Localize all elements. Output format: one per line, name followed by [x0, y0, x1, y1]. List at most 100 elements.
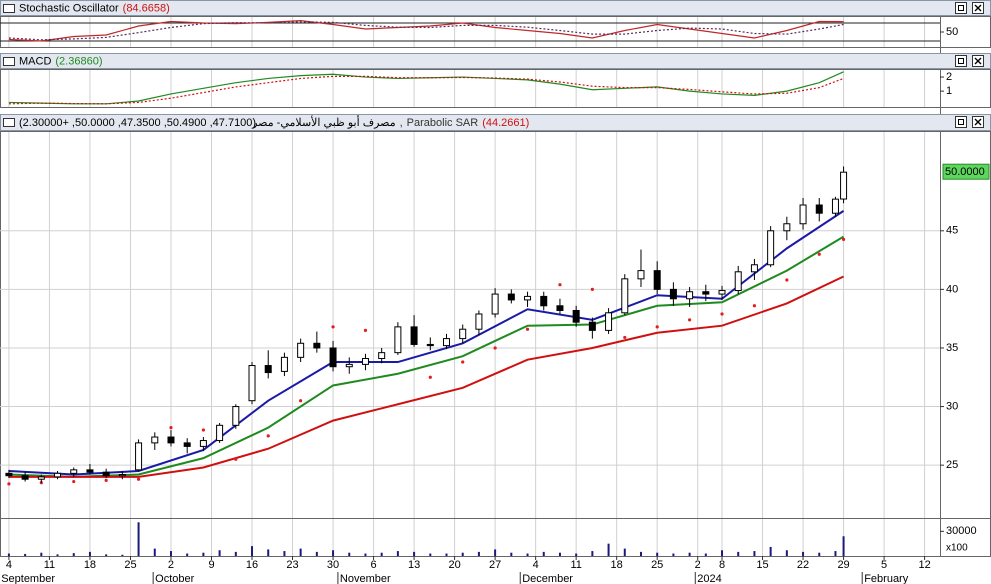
x-tick-label: 29 [837, 559, 849, 571]
sar-dot [493, 346, 497, 350]
volume-bar [88, 551, 91, 556]
sar-dot [525, 327, 530, 331]
title: MACD [19, 55, 51, 67]
volume-bar [834, 551, 837, 556]
candle-body [702, 291, 710, 295]
x-tick-label: 25 [124, 559, 136, 571]
candle-body [232, 406, 240, 426]
candle-body [361, 358, 369, 365]
candle-body [815, 204, 823, 214]
restore-button[interactable] [955, 2, 967, 14]
sar-dot [785, 278, 789, 282]
volume-bar [639, 551, 642, 556]
panel-icon[interactable] [3, 57, 15, 66]
series-line [8, 21, 844, 41]
volume-bar [737, 551, 740, 556]
candle-body [297, 342, 305, 358]
month-label: September [1, 573, 55, 584]
y-tick-label: 45 [946, 225, 958, 237]
volume-bar [753, 551, 756, 556]
volume-bar [510, 552, 513, 556]
restore-button[interactable] [955, 116, 967, 128]
volume-bar [704, 553, 707, 556]
volume-bar [769, 546, 772, 556]
x-tick-label: 15 [756, 559, 768, 571]
volume-bar [72, 553, 75, 556]
candle-body [216, 424, 224, 442]
last-price-label: 50.0000 [945, 166, 985, 178]
volume-bar [413, 551, 416, 556]
x-tick-label: 22 [797, 559, 809, 571]
x-tick-label: 4 [533, 559, 539, 571]
sar-dot [688, 318, 692, 322]
candle-body [183, 442, 191, 447]
candle-body [21, 475, 29, 480]
month-label: October [155, 573, 194, 584]
candle-body [572, 309, 580, 323]
volume-bar [526, 553, 529, 556]
volume-bar [7, 553, 10, 556]
volume-bar [299, 548, 302, 556]
volume-bar [234, 551, 237, 556]
candle-body [264, 365, 272, 374]
candle-body [37, 476, 45, 480]
x-tick-label: 13 [408, 559, 420, 571]
series-line [8, 275, 844, 478]
y-tick-label: 30 [946, 400, 958, 412]
volume-bar [575, 553, 578, 556]
candle-body [750, 264, 758, 273]
close-icon [974, 57, 982, 65]
x-tick-label: 6 [371, 559, 377, 571]
candle-body [410, 326, 418, 345]
panel-icon[interactable] [3, 118, 15, 127]
header-bar [0, 53, 991, 69]
candle-body [653, 270, 661, 290]
candle-body [199, 440, 207, 447]
restore-icon [958, 119, 964, 125]
candle-body [394, 326, 402, 354]
sar-dot [623, 335, 627, 340]
candle-body [135, 442, 143, 471]
volume-bar [380, 552, 383, 556]
y-tick-label: 1 [946, 85, 952, 97]
sar-dot [7, 482, 11, 486]
separator: , [400, 117, 403, 129]
candle-body [718, 290, 726, 295]
volume-bar [24, 553, 27, 556]
volume-bar [137, 522, 140, 556]
candle-body [556, 305, 564, 311]
candle-body [329, 347, 337, 368]
panel-icon[interactable] [3, 4, 15, 13]
ohlc-values: (47.7100, 50.4900, 47.3500, 50.0000, +2.… [19, 117, 256, 129]
volume-bar [121, 554, 124, 556]
volume-bar [283, 551, 286, 556]
series-line [8, 235, 845, 478]
sar-dot [363, 328, 368, 332]
volume-bar [477, 551, 480, 556]
restore-button[interactable] [955, 55, 967, 67]
volume-bar [364, 553, 367, 556]
volume-bar [802, 551, 805, 556]
candle-body [524, 295, 532, 301]
title: Stochastic Oscillator [19, 2, 119, 14]
x-tick-label: 5 [881, 559, 887, 571]
y-tick-label: 25 [946, 459, 958, 471]
sar-dot [136, 477, 141, 481]
sar-dot [655, 325, 659, 329]
volume-bar [656, 552, 659, 556]
panel-title: Stochastic Oscillator (84.6658) [19, 2, 170, 14]
macd-header: MACD (2.36860) [0, 53, 991, 69]
candle-body [5, 472, 13, 477]
candle-body [840, 171, 848, 200]
volume-bar [688, 552, 691, 556]
candle-body [70, 469, 78, 474]
sar-dot [720, 312, 724, 316]
x-tick-label: 4 [6, 559, 12, 571]
volume-bar [429, 553, 432, 556]
candle-body [588, 321, 596, 331]
candle-body [151, 436, 159, 444]
x-tick-label: 25 [651, 559, 663, 571]
month-label: December [522, 573, 573, 584]
candle-body [248, 365, 256, 402]
candle-body [831, 198, 839, 214]
